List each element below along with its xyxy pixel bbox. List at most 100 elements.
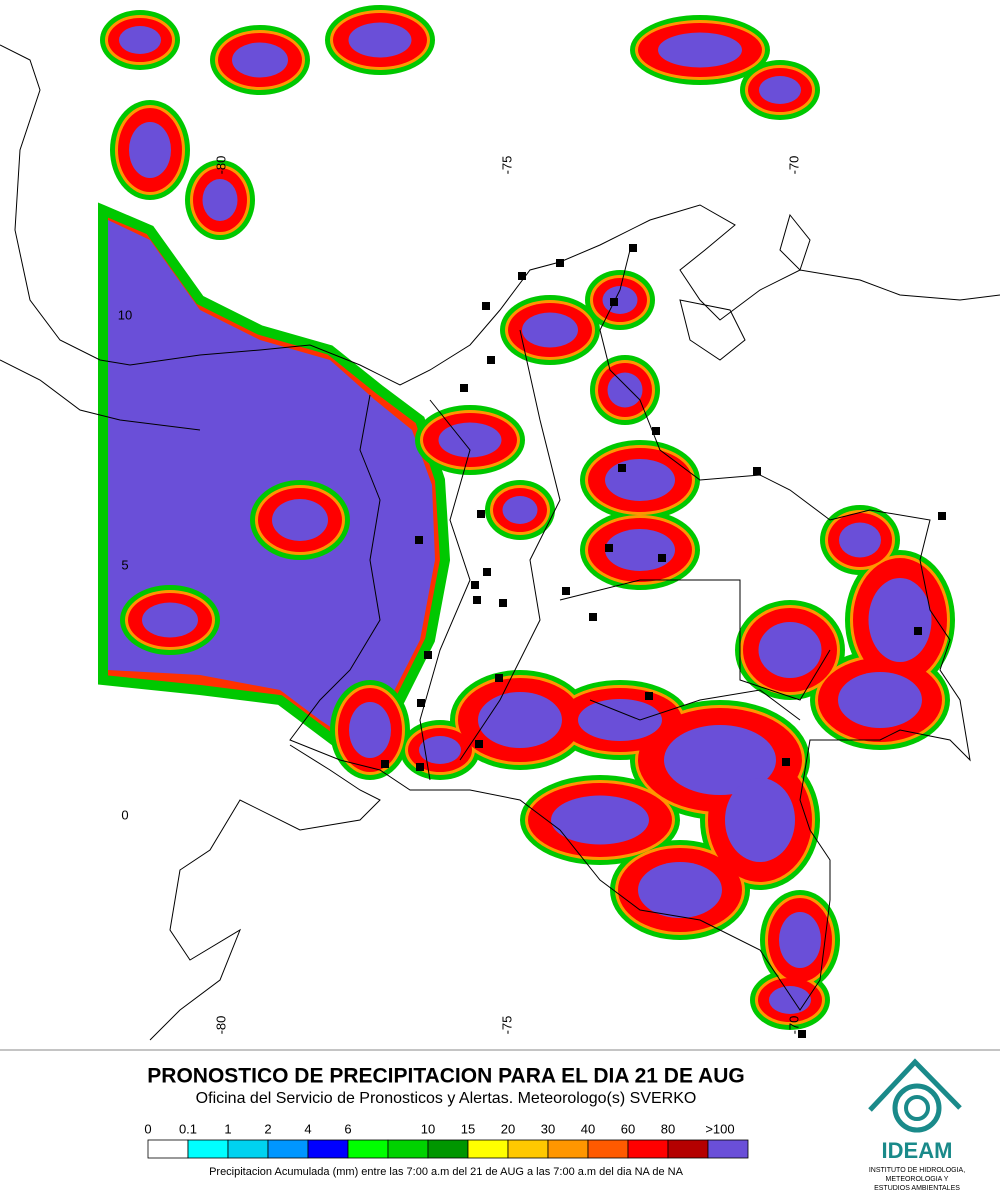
rain-cell	[142, 602, 198, 638]
rain-cell	[202, 179, 238, 221]
station	[645, 692, 653, 700]
lon-label: -80	[213, 156, 228, 175]
station	[483, 568, 491, 576]
logo-name: IDEAM	[882, 1138, 953, 1163]
legend-swatch	[427, 1139, 469, 1159]
rain-cell	[605, 529, 675, 571]
station	[605, 544, 613, 552]
stations	[381, 244, 946, 1038]
station	[798, 1030, 806, 1038]
rain-cell	[759, 76, 801, 104]
lon-label: -75	[499, 1016, 514, 1035]
legend-label: 4	[304, 1121, 311, 1136]
legend-label: 60	[621, 1121, 635, 1136]
rain-cell	[438, 422, 502, 458]
rain-cell	[522, 312, 578, 348]
rain-cell	[232, 42, 288, 78]
legend-swatch	[267, 1139, 309, 1159]
coastlines	[0, 44, 1000, 1041]
legend-caption: Precipitacion Acumulada (mm) entre las 7…	[209, 1166, 684, 1178]
legend-swatch	[227, 1139, 269, 1159]
station	[473, 596, 481, 604]
subtitle: Oficina del Servicio de Pronosticos y Al…	[196, 1090, 697, 1107]
legend-swatch	[307, 1139, 349, 1159]
border	[419, 399, 471, 781]
station	[610, 298, 618, 306]
legend-label: 80	[661, 1121, 675, 1136]
rain-cell	[551, 795, 649, 845]
lake	[679, 299, 746, 361]
legend-swatch	[187, 1139, 229, 1159]
rain-cell	[658, 32, 742, 68]
rain-cell	[349, 702, 391, 758]
coastline	[0, 359, 201, 431]
legend-label: 30	[541, 1121, 555, 1136]
station	[556, 259, 564, 267]
legend-swatch	[627, 1139, 669, 1159]
station	[618, 464, 626, 472]
border	[289, 249, 971, 1011]
rain-cell	[838, 672, 922, 728]
legend-swatch	[707, 1139, 749, 1159]
station	[518, 272, 526, 280]
legend-label: 6	[344, 1121, 351, 1136]
station	[652, 427, 660, 435]
station	[782, 758, 790, 766]
coastline	[0, 44, 1000, 386]
station	[381, 760, 389, 768]
legend-label: 2	[264, 1121, 271, 1136]
station	[487, 356, 495, 364]
border	[589, 689, 801, 721]
lat-label: 0	[121, 807, 128, 822]
rain-cell	[272, 499, 328, 541]
rain-cell	[502, 496, 538, 524]
rain-cell	[638, 862, 722, 918]
station	[499, 599, 507, 607]
rain-cell	[725, 778, 795, 862]
legend-label: 0.1	[179, 1121, 197, 1136]
rain-cell	[664, 725, 776, 795]
rain-cell	[758, 622, 822, 678]
legend-label: >100	[705, 1121, 734, 1136]
peninsula	[779, 213, 811, 271]
legend-label: 0	[144, 1121, 151, 1136]
logo-swirl	[904, 1095, 930, 1121]
legend-swatch	[387, 1139, 429, 1159]
graticule-labels: -80 -75 -70 -80 -75 -70 10 5 0	[118, 156, 802, 1035]
precipitation-field	[98, 5, 955, 1030]
legend-label: 20	[501, 1121, 515, 1136]
rain-cell	[119, 26, 161, 54]
logo-text: INSTITUTO DE HIDROLOGIA,	[869, 1167, 965, 1174]
legend-swatch	[587, 1139, 629, 1159]
lon-label: -75	[499, 156, 514, 175]
station	[562, 587, 570, 595]
rain-cell	[868, 578, 932, 662]
rain-cell	[607, 372, 643, 408]
rain-cell	[779, 912, 821, 968]
station	[914, 627, 922, 635]
lat-label: 10	[118, 307, 132, 322]
rain-cell	[348, 22, 412, 58]
station	[475, 740, 483, 748]
station	[753, 467, 761, 475]
logo-text: METEOROLOGIA Y	[886, 1176, 949, 1183]
legend-label: 1	[224, 1121, 231, 1136]
station	[416, 763, 424, 771]
lon-label: -70	[786, 1016, 801, 1035]
station	[495, 674, 503, 682]
lat-label: 5	[121, 557, 128, 572]
station	[471, 581, 479, 589]
legend-swatch	[547, 1139, 589, 1159]
border	[459, 329, 561, 761]
rain-cell	[419, 736, 461, 764]
title: PRONOSTICO DE PRECIPITACION PARA EL DIA …	[147, 1065, 744, 1088]
rain-cell	[605, 459, 675, 501]
rain-cell	[478, 692, 562, 748]
station	[629, 244, 637, 252]
legend-label: 10	[421, 1121, 435, 1136]
logo: IDEAM INSTITUTO DE HIDROLOGIA, METEOROLO…	[868, 1058, 965, 1192]
coastline	[149, 744, 381, 1041]
station	[589, 613, 597, 621]
station	[415, 536, 423, 544]
